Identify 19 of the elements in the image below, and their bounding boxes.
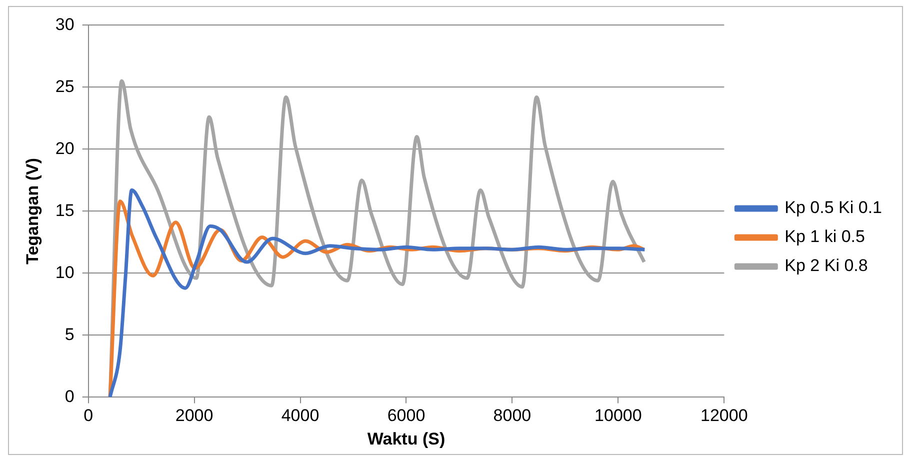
- x-tick-label: 4000: [281, 406, 320, 426]
- x-tick-label: 10000: [594, 406, 642, 426]
- legend-label: Kp 1 ki 0.5: [784, 227, 865, 246]
- y-tick-label: 15: [55, 200, 74, 220]
- legend-label: Kp 0.5 Ki 0.1: [784, 198, 882, 218]
- y-axis-title: Tegangan (V): [22, 158, 42, 264]
- x-axis-title: Waktu (S): [367, 429, 446, 448]
- y-tick-label: 20: [55, 138, 74, 158]
- y-tick-label: 30: [55, 14, 74, 34]
- y-tick-label: 5: [64, 324, 74, 344]
- x-tick-label: 8000: [493, 406, 532, 426]
- x-tick-label: 6000: [387, 406, 426, 426]
- y-tick-label: 10: [55, 262, 74, 282]
- y-tick-label: 0: [64, 386, 74, 406]
- x-tick-label: 0: [84, 406, 94, 426]
- x-tick-label: 12000: [700, 406, 748, 426]
- legend-label: Kp 2 Ki 0.8: [784, 256, 868, 276]
- x-tick-label: 2000: [175, 406, 214, 426]
- y-tick-label: 25: [55, 76, 74, 96]
